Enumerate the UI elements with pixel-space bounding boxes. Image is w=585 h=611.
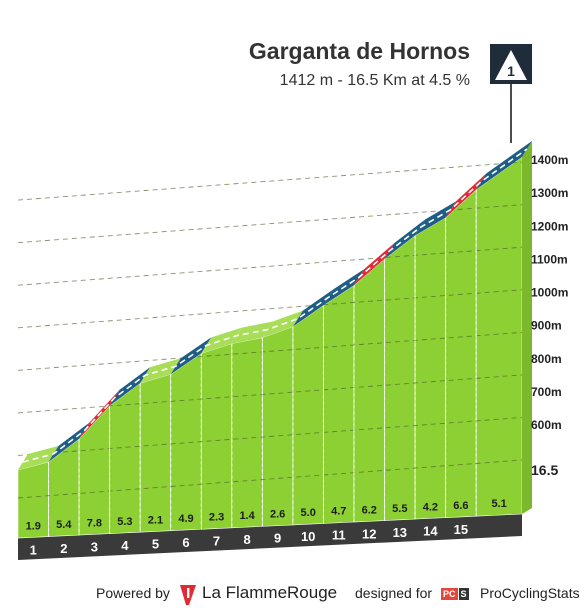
km-marker: 8 xyxy=(243,532,250,547)
pcs-badge-s: S xyxy=(458,588,469,600)
gradient-road-segment xyxy=(292,289,334,327)
segment-face xyxy=(78,404,110,536)
elevation-tick-label: 1300m xyxy=(531,186,568,200)
km-marker: 10 xyxy=(301,529,315,544)
gradient-label: 5.3 xyxy=(117,516,132,528)
climb-title: Garganta de Hornos xyxy=(248,38,470,64)
elevation-tick-label: 1400m xyxy=(531,153,568,167)
segment-face xyxy=(262,326,294,527)
km-marker: 12 xyxy=(362,526,376,541)
segment-face xyxy=(323,284,355,524)
gradient-label: 6.2 xyxy=(362,504,377,516)
gradient-road-segment xyxy=(140,358,181,384)
elevation-tick-label: 1100m xyxy=(531,252,568,266)
elevation-gridline xyxy=(17,204,523,244)
gradient-road-segment xyxy=(231,321,273,344)
gradient-label: 5.4 xyxy=(56,519,72,531)
elevation-gridline xyxy=(17,416,523,456)
gradient-road-segment xyxy=(201,327,242,354)
pcs-logo: PC S xyxy=(441,586,470,602)
elevation-gridline xyxy=(17,331,523,371)
segment-face xyxy=(414,217,446,520)
km-marker: 2 xyxy=(60,541,67,556)
km-marker: 5 xyxy=(152,536,159,551)
category-mountain-icon xyxy=(495,50,527,80)
elevation-gridline xyxy=(17,374,523,414)
gradient-road-segment xyxy=(445,173,487,218)
km-marker: 1 xyxy=(30,542,37,557)
powered-by-text: Powered by xyxy=(96,585,170,601)
elevation-gridlines xyxy=(17,161,523,537)
segment-face xyxy=(231,337,263,529)
gradient-label: 1.4 xyxy=(239,510,255,522)
flamme-rouge-brand: La FlammeRouge xyxy=(202,583,338,602)
flamme-rouge-logo-icon xyxy=(180,585,196,605)
pcs-badge-pc: PC xyxy=(441,588,458,600)
segment-face xyxy=(292,304,324,526)
km-marker: 3 xyxy=(91,539,98,554)
gradient-label: 7.8 xyxy=(87,517,102,529)
gradient-label: 5.5 xyxy=(392,503,407,515)
gradient-road-layer xyxy=(18,141,532,470)
gradient-label: 1.9 xyxy=(26,520,41,532)
procyclingstats-brand: ProCyclingStats xyxy=(480,585,580,601)
label-layer: 1.9 5.4 7.8 5.3 2.1 4.9 2.3 1.4 2.6 5.0 4.7 6.2 5.5 4… xyxy=(26,153,569,557)
segment-face xyxy=(109,382,141,534)
elevation-tick-label: 1200m xyxy=(531,219,568,233)
gradient-road-segment xyxy=(415,201,456,236)
gradient-label: 2.1 xyxy=(148,514,163,526)
road-centerline xyxy=(22,148,528,463)
gradient-label: 4.9 xyxy=(178,513,193,525)
gradient-label: 2.3 xyxy=(209,512,224,524)
km-marker: 13 xyxy=(393,525,407,540)
segment-face xyxy=(384,234,416,521)
km-marker: 6 xyxy=(182,535,189,550)
designed-for-text: designed for xyxy=(355,585,433,601)
elevation-tick-label: 600m xyxy=(531,418,562,432)
gradient-label: 5.0 xyxy=(301,507,316,519)
gradient-label: 6.6 xyxy=(453,500,468,512)
km-marker: 15 xyxy=(454,522,468,537)
elevation-tick-label: 800m xyxy=(531,352,562,366)
segment-face xyxy=(445,188,477,518)
km-marker: 4 xyxy=(121,538,129,553)
km-marker: 9 xyxy=(274,531,281,546)
gradient-label: 4.7 xyxy=(331,506,346,518)
km-marker: 7 xyxy=(213,534,220,549)
category-label: 1 xyxy=(507,63,515,79)
climb-subtitle: 1412 m - 16.5 Km at 4.5 % xyxy=(279,72,470,89)
profile-base xyxy=(18,514,522,560)
segment-face xyxy=(475,156,523,517)
gradient-label: 5.1 xyxy=(491,498,506,510)
elevation-tick-label: 900m xyxy=(531,319,562,333)
elevation-gridline xyxy=(17,459,523,499)
segment-face xyxy=(170,352,202,532)
gradient-label: 2.6 xyxy=(270,509,285,521)
elevation-gridline xyxy=(17,246,523,286)
segment-face xyxy=(353,258,385,523)
km-marker: 11 xyxy=(332,528,346,543)
km-marker: 14 xyxy=(423,523,438,538)
elevation-tick-label: 700m xyxy=(531,385,562,399)
summit-marker: 1 xyxy=(490,44,532,143)
elevation-gridline xyxy=(17,289,523,329)
segment-face xyxy=(200,343,233,530)
gradient-label: 4.2 xyxy=(423,501,438,513)
elevation-tick-label: 1000m xyxy=(531,286,568,300)
distance-label: 16.5 xyxy=(531,462,558,478)
profile-right-side xyxy=(522,141,532,514)
segment-face xyxy=(139,373,172,533)
elevation-gridline xyxy=(17,161,523,201)
